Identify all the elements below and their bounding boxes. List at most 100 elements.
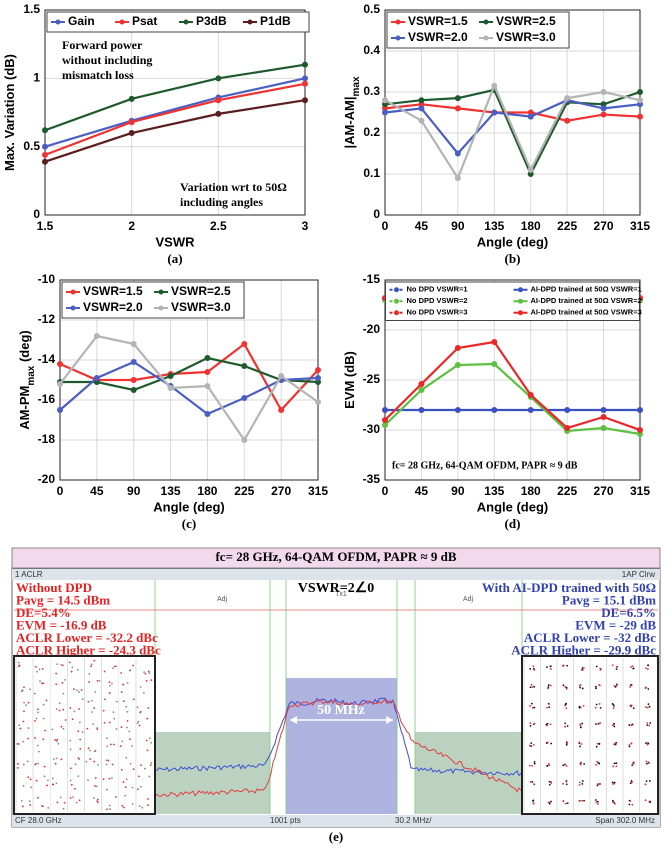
constellation-point	[645, 667, 647, 669]
constellation-point	[43, 704, 45, 706]
constellation-point	[150, 742, 152, 744]
constellation-point	[564, 764, 566, 766]
constellation-point	[548, 802, 550, 804]
constellation-point	[125, 757, 127, 759]
footer-text: 30.2 MHz/	[395, 816, 432, 825]
constellation-point	[141, 807, 143, 809]
constellation-point	[534, 723, 536, 725]
constellation-point	[529, 668, 531, 670]
legend-label: Psat	[132, 14, 157, 28]
constellation-point	[565, 707, 567, 709]
annotation: fc= 28 GHz, 64-QAM OFDM, PAPR ≈ 9 dB	[392, 460, 578, 471]
annotation: including angles	[180, 195, 263, 209]
constellation-point	[645, 784, 647, 786]
constellation-point	[645, 706, 647, 708]
x-tick-label: 45	[415, 219, 429, 233]
data-point	[382, 97, 388, 103]
constellation-point	[121, 769, 123, 771]
constellation-point	[147, 749, 149, 751]
data-point	[204, 355, 210, 361]
constellation-point	[106, 737, 108, 739]
constellation-point	[56, 663, 58, 665]
legend-label: P3dB	[196, 14, 227, 28]
constellation-point	[121, 805, 123, 807]
constellation-point	[532, 686, 534, 688]
x-tick-label: 0	[382, 484, 389, 498]
legend-label: VSWR=2.0	[408, 30, 468, 44]
legend-marker	[71, 290, 76, 295]
constellation-point	[18, 666, 20, 668]
constellation-point	[631, 804, 633, 806]
data-point	[564, 118, 570, 124]
legend-label: VSWR=2.5	[496, 14, 556, 28]
constellation-point	[595, 801, 597, 803]
data-point	[564, 425, 570, 431]
constellation-point	[140, 786, 142, 788]
constellation-point	[616, 683, 618, 685]
data-point	[528, 167, 534, 173]
constellation-point	[583, 667, 585, 669]
constellation-point	[566, 765, 568, 767]
data-point	[601, 414, 607, 420]
constellation-point	[22, 741, 24, 743]
constellation-point	[533, 744, 535, 746]
constellation-point	[79, 748, 81, 750]
constellation-point	[612, 765, 614, 767]
constellation-point	[87, 779, 89, 781]
data-point	[382, 110, 388, 116]
constellation-point	[91, 700, 93, 702]
constellation-point	[579, 687, 581, 689]
constellation-point	[124, 795, 126, 797]
data-point	[491, 83, 497, 89]
x-tick-label: 3	[302, 219, 309, 233]
constellation-point	[52, 728, 54, 730]
legend-marker	[518, 287, 523, 292]
constellation-point	[138, 775, 140, 777]
constellation-point	[631, 781, 633, 783]
constellation-point	[649, 722, 651, 724]
constellation-point	[150, 764, 152, 766]
constellation-point	[55, 673, 57, 675]
legend-marker	[184, 20, 189, 25]
constellation-point	[112, 667, 114, 669]
y-tick-label: -15	[363, 272, 381, 286]
constellation-point	[82, 698, 84, 700]
y-tick-label: -12	[38, 312, 56, 326]
constellation-point	[580, 764, 582, 766]
constellation-point	[613, 707, 615, 709]
constellation-point	[616, 685, 618, 687]
constellation-point	[647, 668, 649, 670]
constellation-point	[647, 688, 649, 690]
constellation-point	[550, 743, 552, 745]
constellation-point	[75, 763, 77, 765]
constellation-point	[579, 685, 581, 687]
constellation-point	[92, 723, 94, 725]
constellation-point	[566, 665, 568, 667]
constellation-point	[133, 768, 135, 770]
constellation-point	[123, 700, 125, 702]
constellation-point	[615, 765, 617, 767]
constellation-point	[649, 706, 651, 708]
y-tick-label: -25	[363, 372, 381, 386]
x-tick-label: 135	[484, 219, 504, 233]
y-tick-label: 0.4	[363, 43, 380, 57]
legend-marker	[248, 20, 253, 25]
data-point	[637, 89, 643, 95]
constellation-point	[564, 686, 566, 688]
constellation-point	[23, 710, 25, 712]
constellation-point	[582, 669, 584, 671]
annotation: without including	[62, 53, 152, 67]
constellation-point	[579, 746, 581, 748]
constellation-point	[44, 766, 46, 768]
constellation-point	[612, 783, 614, 785]
header-left: 1 ACLR	[15, 570, 43, 579]
constellation-point	[613, 723, 615, 725]
constellation-point	[126, 778, 128, 780]
constellation-point	[22, 806, 24, 808]
constellation-point	[130, 763, 132, 765]
constellation-point	[565, 803, 567, 805]
constellation-point	[88, 673, 90, 675]
constellation-point	[531, 781, 533, 783]
constellation-point	[79, 721, 81, 723]
constellation-point	[78, 708, 80, 710]
